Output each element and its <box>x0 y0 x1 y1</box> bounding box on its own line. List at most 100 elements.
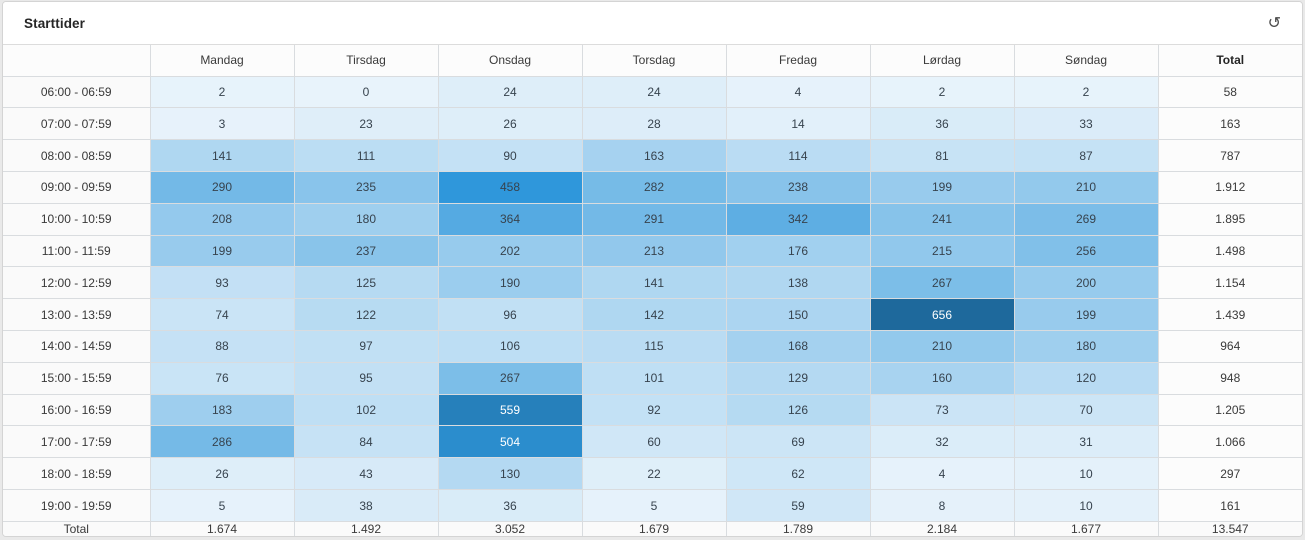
heatmap-cell: 106 <box>437 330 583 363</box>
heatmap-cell: 23 <box>293 107 439 141</box>
table-row: 19:00 - 19:59 5 38 36 5 59 8 10 161 <box>3 489 1302 522</box>
table-row: 11:00 - 11:59 199 237 202 213 176 215 256 1.498 <box>3 234 1302 268</box>
heatmap-cell: 5 <box>149 489 295 522</box>
heatmap-cell: 267 <box>437 361 583 395</box>
heatmap-cell: 93 <box>149 266 295 300</box>
heatmap-cell: 138 <box>725 266 871 300</box>
heatmap-cell: 2 <box>869 75 1015 109</box>
table-row: 17:00 - 17:59 286 84 504 60 69 32 31 1.066 <box>3 425 1302 459</box>
heatmap-cell: 62 <box>725 457 871 491</box>
column-header-mandag: Mandag <box>149 44 295 77</box>
heatmap-cell: 114 <box>725 139 871 172</box>
heatmap-cell: 238 <box>725 170 871 204</box>
heatmap-cell: 32 <box>869 425 1015 459</box>
heatmap-cell: 97 <box>293 330 439 363</box>
heatmap-cell: 69 <box>725 425 871 459</box>
table-row: 09:00 - 09:59 290 235 458 282 238 199 210 1.912 <box>3 170 1302 204</box>
column-header-torsdag: Torsdag <box>581 44 727 77</box>
row-total-cell: 964 <box>1157 330 1302 363</box>
row-total-cell: 1.439 <box>1157 298 1302 331</box>
row-label: 08:00 - 08:59 <box>3 139 151 172</box>
card-title: Starttider <box>24 15 86 31</box>
heatmap-cell: 24 <box>437 75 583 109</box>
row-label: 10:00 - 10:59 <box>3 202 151 236</box>
table-row: 13:00 - 13:59 74 122 96 142 150 656 199 1.439 <box>3 298 1302 331</box>
heatmap-cell: 26 <box>149 457 295 491</box>
heatmap-cell: 559 <box>437 393 583 427</box>
heatmap-cell: 8 <box>869 489 1015 522</box>
heatmap-cell: 256 <box>1013 234 1159 268</box>
table-header-row: Mandag Tirsdag Onsdag Torsdag Fredag Lørdag Sø… <box>3 44 1302 77</box>
card-header: Starttider ↺ <box>3 2 1302 45</box>
row-total-cell: 787 <box>1157 139 1302 172</box>
heatmap-cell: 36 <box>437 489 583 522</box>
heatmap-cell: 269 <box>1013 202 1159 236</box>
table-row: 16:00 - 16:59 183 102 559 92 126 73 70 1.205 <box>3 393 1302 427</box>
row-total-cell: 1.205 <box>1157 393 1302 427</box>
heatmap-cell: 36 <box>869 107 1015 141</box>
table-row: 15:00 - 15:59 76 95 267 101 129 160 120 948 <box>3 361 1302 395</box>
heatmap-cell: 4 <box>869 457 1015 491</box>
table-body: 06:00 - 06:59 2 0 24 24 4 2 2 58 07:00 - 07:59 3 23… <box>3 75 1302 522</box>
heatmap-cell: 26 <box>437 107 583 141</box>
heatmap-cell: 10 <box>1013 457 1159 491</box>
refresh-button[interactable]: ↺ <box>1266 15 1283 31</box>
heatmap-cell: 241 <box>869 202 1015 236</box>
heatmap-cell: 115 <box>581 330 727 363</box>
heatmap-cell: 92 <box>581 393 727 427</box>
heatmap-cell: 3 <box>149 107 295 141</box>
column-total-cell: 3.052 <box>437 521 583 536</box>
row-label: 06:00 - 06:59 <box>3 75 151 109</box>
heatmap-cell: 150 <box>725 298 871 331</box>
heatmap-cell: 14 <box>725 107 871 141</box>
row-total-cell: 161 <box>1157 489 1302 522</box>
heatmap-cell: 282 <box>581 170 727 204</box>
heatmap-cell: 60 <box>581 425 727 459</box>
column-total-cell: 2.184 <box>869 521 1015 536</box>
heatmap-cell: 210 <box>1013 170 1159 204</box>
heatmap-cell: 129 <box>725 361 871 395</box>
row-total-cell: 1.498 <box>1157 234 1302 268</box>
heatmap-cell: 2 <box>1013 75 1159 109</box>
column-header-tirsdag: Tirsdag <box>293 44 439 77</box>
corner-cell <box>3 44 151 77</box>
column-header-lørdag: Lørdag <box>869 44 1015 77</box>
column-total-cell: 1.674 <box>149 521 295 536</box>
heatmap-cell: 163 <box>581 139 727 172</box>
heatmap-cell: 180 <box>1013 330 1159 363</box>
heatmap-cell: 102 <box>293 393 439 427</box>
row-total-cell: 1.895 <box>1157 202 1302 236</box>
heatmap-cell: 111 <box>293 139 439 172</box>
row-total-cell: 58 <box>1157 75 1302 109</box>
heatmap-cell: 73 <box>869 393 1015 427</box>
heatmap-cell: 31 <box>1013 425 1159 459</box>
row-total-cell: 297 <box>1157 457 1302 491</box>
heatmap-cell: 342 <box>725 202 871 236</box>
heatmap-cell: 199 <box>1013 298 1159 331</box>
total-row-label: Total <box>3 521 151 536</box>
refresh-icon: ↺ <box>1267 13 1281 32</box>
heatmap-cell: 656 <box>869 298 1015 331</box>
heatmap-cell: 160 <box>869 361 1015 395</box>
heatmap-cell: 24 <box>581 75 727 109</box>
heatmap-cell: 267 <box>869 266 1015 300</box>
heatmap-cell: 213 <box>581 234 727 268</box>
row-label: 15:00 - 15:59 <box>3 361 151 395</box>
heatmap-cell: 141 <box>149 139 295 172</box>
heatmap-cell: 504 <box>437 425 583 459</box>
heatmap-cell: 168 <box>725 330 871 363</box>
table-total-row: Total 1.674 1.492 3.052 1.679 1.789 2.184 1.677… <box>3 521 1302 536</box>
row-label: 07:00 - 07:59 <box>3 107 151 141</box>
heatmap-cell: 235 <box>293 170 439 204</box>
row-label: 14:00 - 14:59 <box>3 330 151 363</box>
row-total-cell: 1.066 <box>1157 425 1302 459</box>
heatmap-cell: 176 <box>725 234 871 268</box>
column-total-cell: 1.677 <box>1013 521 1159 536</box>
heatmap-cell: 76 <box>149 361 295 395</box>
heatmap-cell: 43 <box>293 457 439 491</box>
heatmap-cell: 180 <box>293 202 439 236</box>
table-row: 10:00 - 10:59 208 180 364 291 342 241 269 1.895 <box>3 202 1302 236</box>
row-label: 19:00 - 19:59 <box>3 489 151 522</box>
total-column-header: Total <box>1157 44 1302 77</box>
